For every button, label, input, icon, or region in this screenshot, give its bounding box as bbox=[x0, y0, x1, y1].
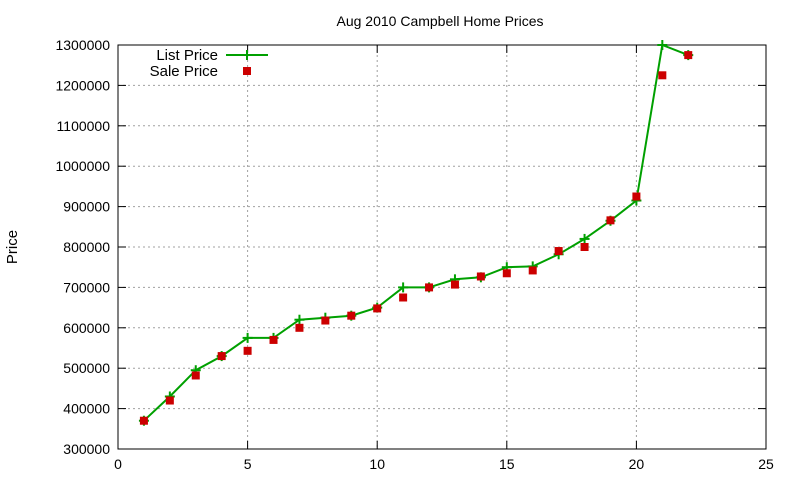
list-price-point bbox=[242, 332, 253, 343]
sale-price-point bbox=[243, 346, 252, 355]
sale-price-point bbox=[632, 192, 641, 201]
sale-price-point bbox=[321, 316, 330, 325]
y-tick-label: 700000 bbox=[63, 279, 110, 295]
x-tick-label: 5 bbox=[244, 456, 252, 472]
legend-label-list-price: List Price bbox=[156, 47, 218, 64]
sale-price-point bbox=[295, 323, 304, 332]
list-price-point bbox=[579, 233, 590, 244]
sale-price-point bbox=[347, 311, 356, 320]
legend-swatch-sale bbox=[243, 67, 251, 75]
grid bbox=[118, 45, 766, 449]
x-tick-label: 20 bbox=[629, 456, 645, 472]
y-tick-label: 1200000 bbox=[55, 77, 110, 93]
list-price-line bbox=[143, 43, 689, 422]
y-tick-label: 800000 bbox=[63, 239, 110, 255]
y-axis-title: Price bbox=[4, 230, 21, 264]
sale-price-point bbox=[554, 247, 563, 256]
y-tick-label: 1100000 bbox=[57, 118, 111, 134]
sale-price-point bbox=[450, 280, 459, 289]
sale-price-point bbox=[502, 269, 511, 278]
sale-price-point bbox=[217, 352, 226, 361]
axes: 0 5 10 15 20 25 300000 400000 500000 600000 700000… bbox=[55, 37, 774, 472]
chart-title: Aug 2010 Campbell Home Prices bbox=[337, 13, 544, 29]
x-tick-label: 25 bbox=[758, 456, 774, 472]
list-price-point bbox=[657, 40, 668, 50]
sale-price-point bbox=[269, 335, 278, 344]
y-tick-label: 300000 bbox=[63, 441, 110, 457]
y-tick-label: 600000 bbox=[63, 320, 110, 336]
sale-price-point bbox=[399, 293, 408, 302]
sale-price-point bbox=[373, 304, 382, 313]
list-price-point bbox=[398, 282, 409, 293]
sale-price-point bbox=[606, 216, 615, 225]
series-layer bbox=[138, 40, 694, 426]
list-price-point bbox=[294, 314, 305, 325]
sale-price-point bbox=[425, 283, 434, 292]
sale-price-point bbox=[580, 243, 589, 251]
y-tick-label: 1300000 bbox=[55, 37, 110, 53]
y-tick-label: 1000000 bbox=[55, 158, 110, 174]
sale-price-point bbox=[658, 71, 667, 80]
x-tick-label: 0 bbox=[114, 456, 122, 472]
x-tick-label: 15 bbox=[499, 456, 515, 472]
x-tick-label: 10 bbox=[369, 456, 385, 472]
y-tick-label: 900000 bbox=[63, 199, 110, 215]
y-tick-label: 400000 bbox=[63, 401, 110, 417]
sale-price-point bbox=[476, 272, 485, 281]
sale-price-point bbox=[139, 416, 148, 425]
y-tick-label: 500000 bbox=[63, 360, 110, 376]
sale-price-point bbox=[191, 371, 200, 380]
sale-price-point bbox=[684, 51, 693, 60]
sale-price-point bbox=[528, 266, 537, 275]
legend-label-sale-price: Sale Price bbox=[150, 63, 218, 80]
sale-price-point bbox=[165, 396, 174, 405]
